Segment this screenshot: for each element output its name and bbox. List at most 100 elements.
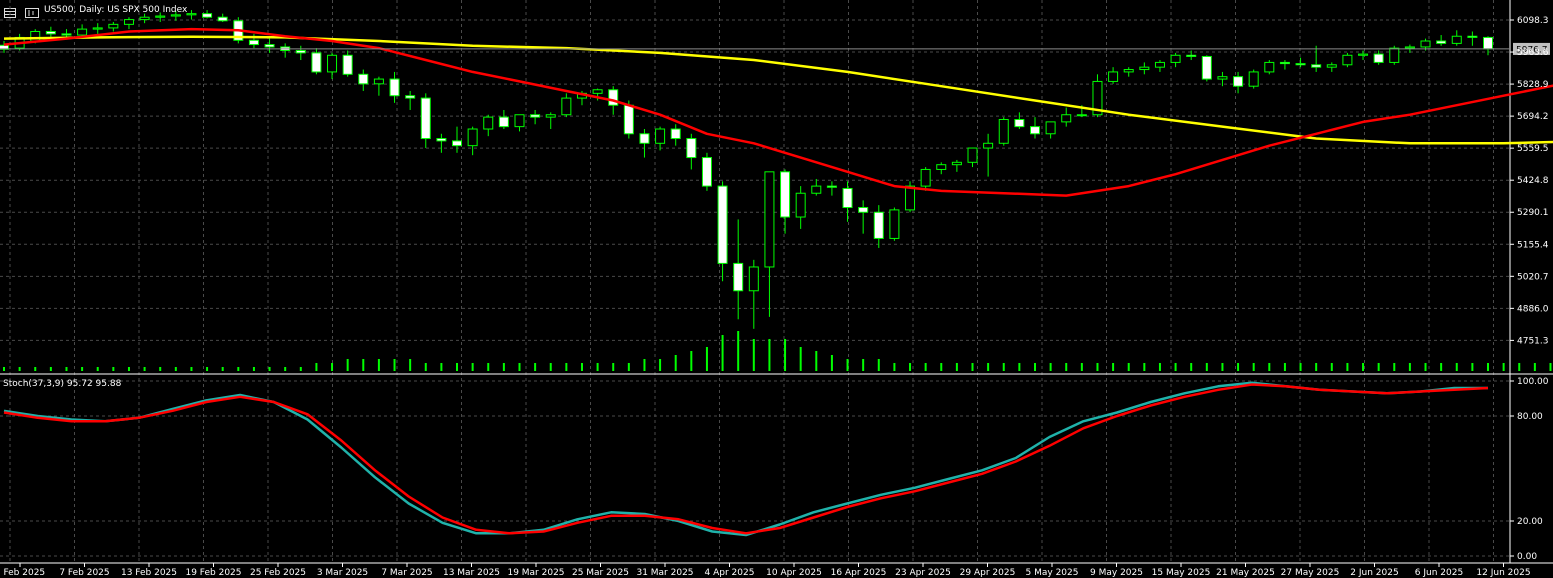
x-tick-label: 25 Feb 2025	[250, 568, 306, 578]
bull-candle	[186, 13, 197, 16]
bear-candle	[639, 133, 650, 144]
chart-title: US500, Daily: US SPX 500 Index	[44, 5, 188, 15]
volume-bars	[3, 331, 1552, 371]
bull-candle	[123, 19, 134, 25]
bear-candle	[717, 185, 728, 264]
bear-candle	[1295, 63, 1306, 66]
bear-candle	[295, 50, 306, 54]
bull-candle	[1404, 46, 1415, 49]
bear-candle	[436, 138, 447, 142]
bull-candle	[951, 161, 962, 166]
y-tick-label: 6098.3	[1517, 16, 1549, 26]
x-tick-label: 21 May 2025	[1216, 568, 1275, 578]
bear-candle	[405, 95, 416, 99]
y-tick-label: 5694.2	[1517, 112, 1549, 122]
bull-candle	[561, 97, 572, 116]
bear-candle	[248, 39, 259, 46]
bear-candle	[498, 116, 509, 128]
y-tick-label: 5424.8	[1517, 176, 1549, 186]
x-tick-label: 7 Feb 2025	[59, 568, 109, 578]
bear-candle	[701, 157, 712, 187]
bull-candle	[1123, 69, 1134, 73]
bull-candle	[1420, 40, 1431, 48]
stoch-main-line	[3, 381, 1488, 537]
bear-candle	[358, 73, 369, 85]
bull-candle	[1139, 66, 1150, 71]
bull-candle	[139, 16, 150, 21]
bull-candle	[998, 118, 1009, 144]
bull-candle	[811, 185, 822, 194]
x-tick-label: 13 Mar 2025	[443, 568, 500, 578]
bear-candle	[858, 207, 869, 213]
x-tick-label: 6 Jun 2025	[1415, 568, 1463, 578]
x-tick-label: 12 Jun 2025	[1476, 568, 1530, 578]
bear-candle	[45, 30, 56, 35]
bull-candle	[936, 164, 947, 170]
bear-candle	[686, 138, 697, 159]
bull-candle	[545, 114, 556, 118]
bull-candle	[764, 171, 775, 268]
bull-candle	[1170, 54, 1181, 63]
y-tick-label: 5828.9	[1517, 80, 1549, 90]
chart-window-icon[interactable]	[25, 3, 39, 18]
bull-candle	[373, 78, 384, 85]
bull-candle	[327, 54, 338, 73]
stoch-tick-label: 0.00	[1517, 552, 1537, 562]
moving-averages	[3, 27, 1553, 197]
stoch-label: Stoch(37,3,9) 95.72 95.88	[3, 379, 122, 389]
x-tick-label: 27 May 2025	[1281, 568, 1340, 578]
x-tick-label: 19 Mar 2025	[507, 568, 564, 578]
price-axes: 5976.7 6098.3 5963.6 5828.9 5694.2 5559.5 5424…	[0, 16, 1550, 578]
bull-candle	[889, 209, 900, 239]
bull-candle	[967, 147, 978, 163]
x-tick-label: 29 Apr 2025	[960, 568, 1016, 578]
bear-candle	[61, 33, 72, 36]
bull-candle	[1451, 35, 1462, 44]
ma-slow-line	[3, 35, 1553, 145]
x-tick-label: 2 Jun 2025	[1350, 568, 1398, 578]
bull-candle	[1076, 114, 1087, 117]
bear-candle	[202, 13, 213, 18]
bull-candle	[1248, 71, 1259, 87]
chart-grid	[0, 0, 1553, 564]
x-tick-label: 7 Mar 2025	[381, 568, 432, 578]
bear-candle	[452, 140, 463, 147]
y-tick-label: 4886.0	[1517, 304, 1549, 314]
bull-candle	[514, 114, 525, 128]
x-tick-label: 3 Feb 2025	[0, 568, 45, 578]
y-tick-label: 5290.1	[1517, 208, 1549, 218]
y-tick-label: 5155.4	[1517, 240, 1549, 250]
candles	[0, 10, 1493, 329]
bull-candle	[1045, 121, 1056, 135]
bull-candle	[1326, 64, 1337, 68]
bull-candle	[30, 30, 41, 42]
stochastic-panel	[3, 381, 1489, 537]
x-tick-label: 31 Mar 2025	[636, 568, 693, 578]
bear-candle	[530, 114, 541, 118]
bull-candle	[1264, 61, 1275, 73]
bear-candle	[420, 97, 431, 140]
bull-candle	[983, 142, 994, 149]
y-tick-label: 5963.6	[1517, 48, 1549, 58]
bear-candle	[1279, 61, 1290, 65]
bull-candle	[92, 27, 103, 30]
bull-candle	[1092, 80, 1103, 116]
x-tick-label: 9 May 2025	[1090, 568, 1143, 578]
bear-candle	[780, 171, 791, 218]
bear-candle	[1186, 54, 1197, 57]
bear-candle	[311, 52, 322, 73]
bear-candle	[1467, 35, 1478, 38]
bull-candle	[905, 185, 916, 211]
bear-candle	[842, 187, 853, 209]
x-tick-label: 4 Apr 2025	[705, 568, 755, 578]
bull-candle	[655, 128, 666, 144]
x-tick-label: 23 Apr 2025	[895, 568, 951, 578]
bear-candle	[873, 211, 884, 239]
bear-candle	[1029, 126, 1040, 135]
bear-candle	[1233, 76, 1244, 87]
bear-candle	[1014, 118, 1025, 128]
bear-candle	[1483, 36, 1493, 50]
stoch-tick-label: 100.00	[1517, 377, 1549, 387]
bull-candle	[467, 128, 478, 147]
